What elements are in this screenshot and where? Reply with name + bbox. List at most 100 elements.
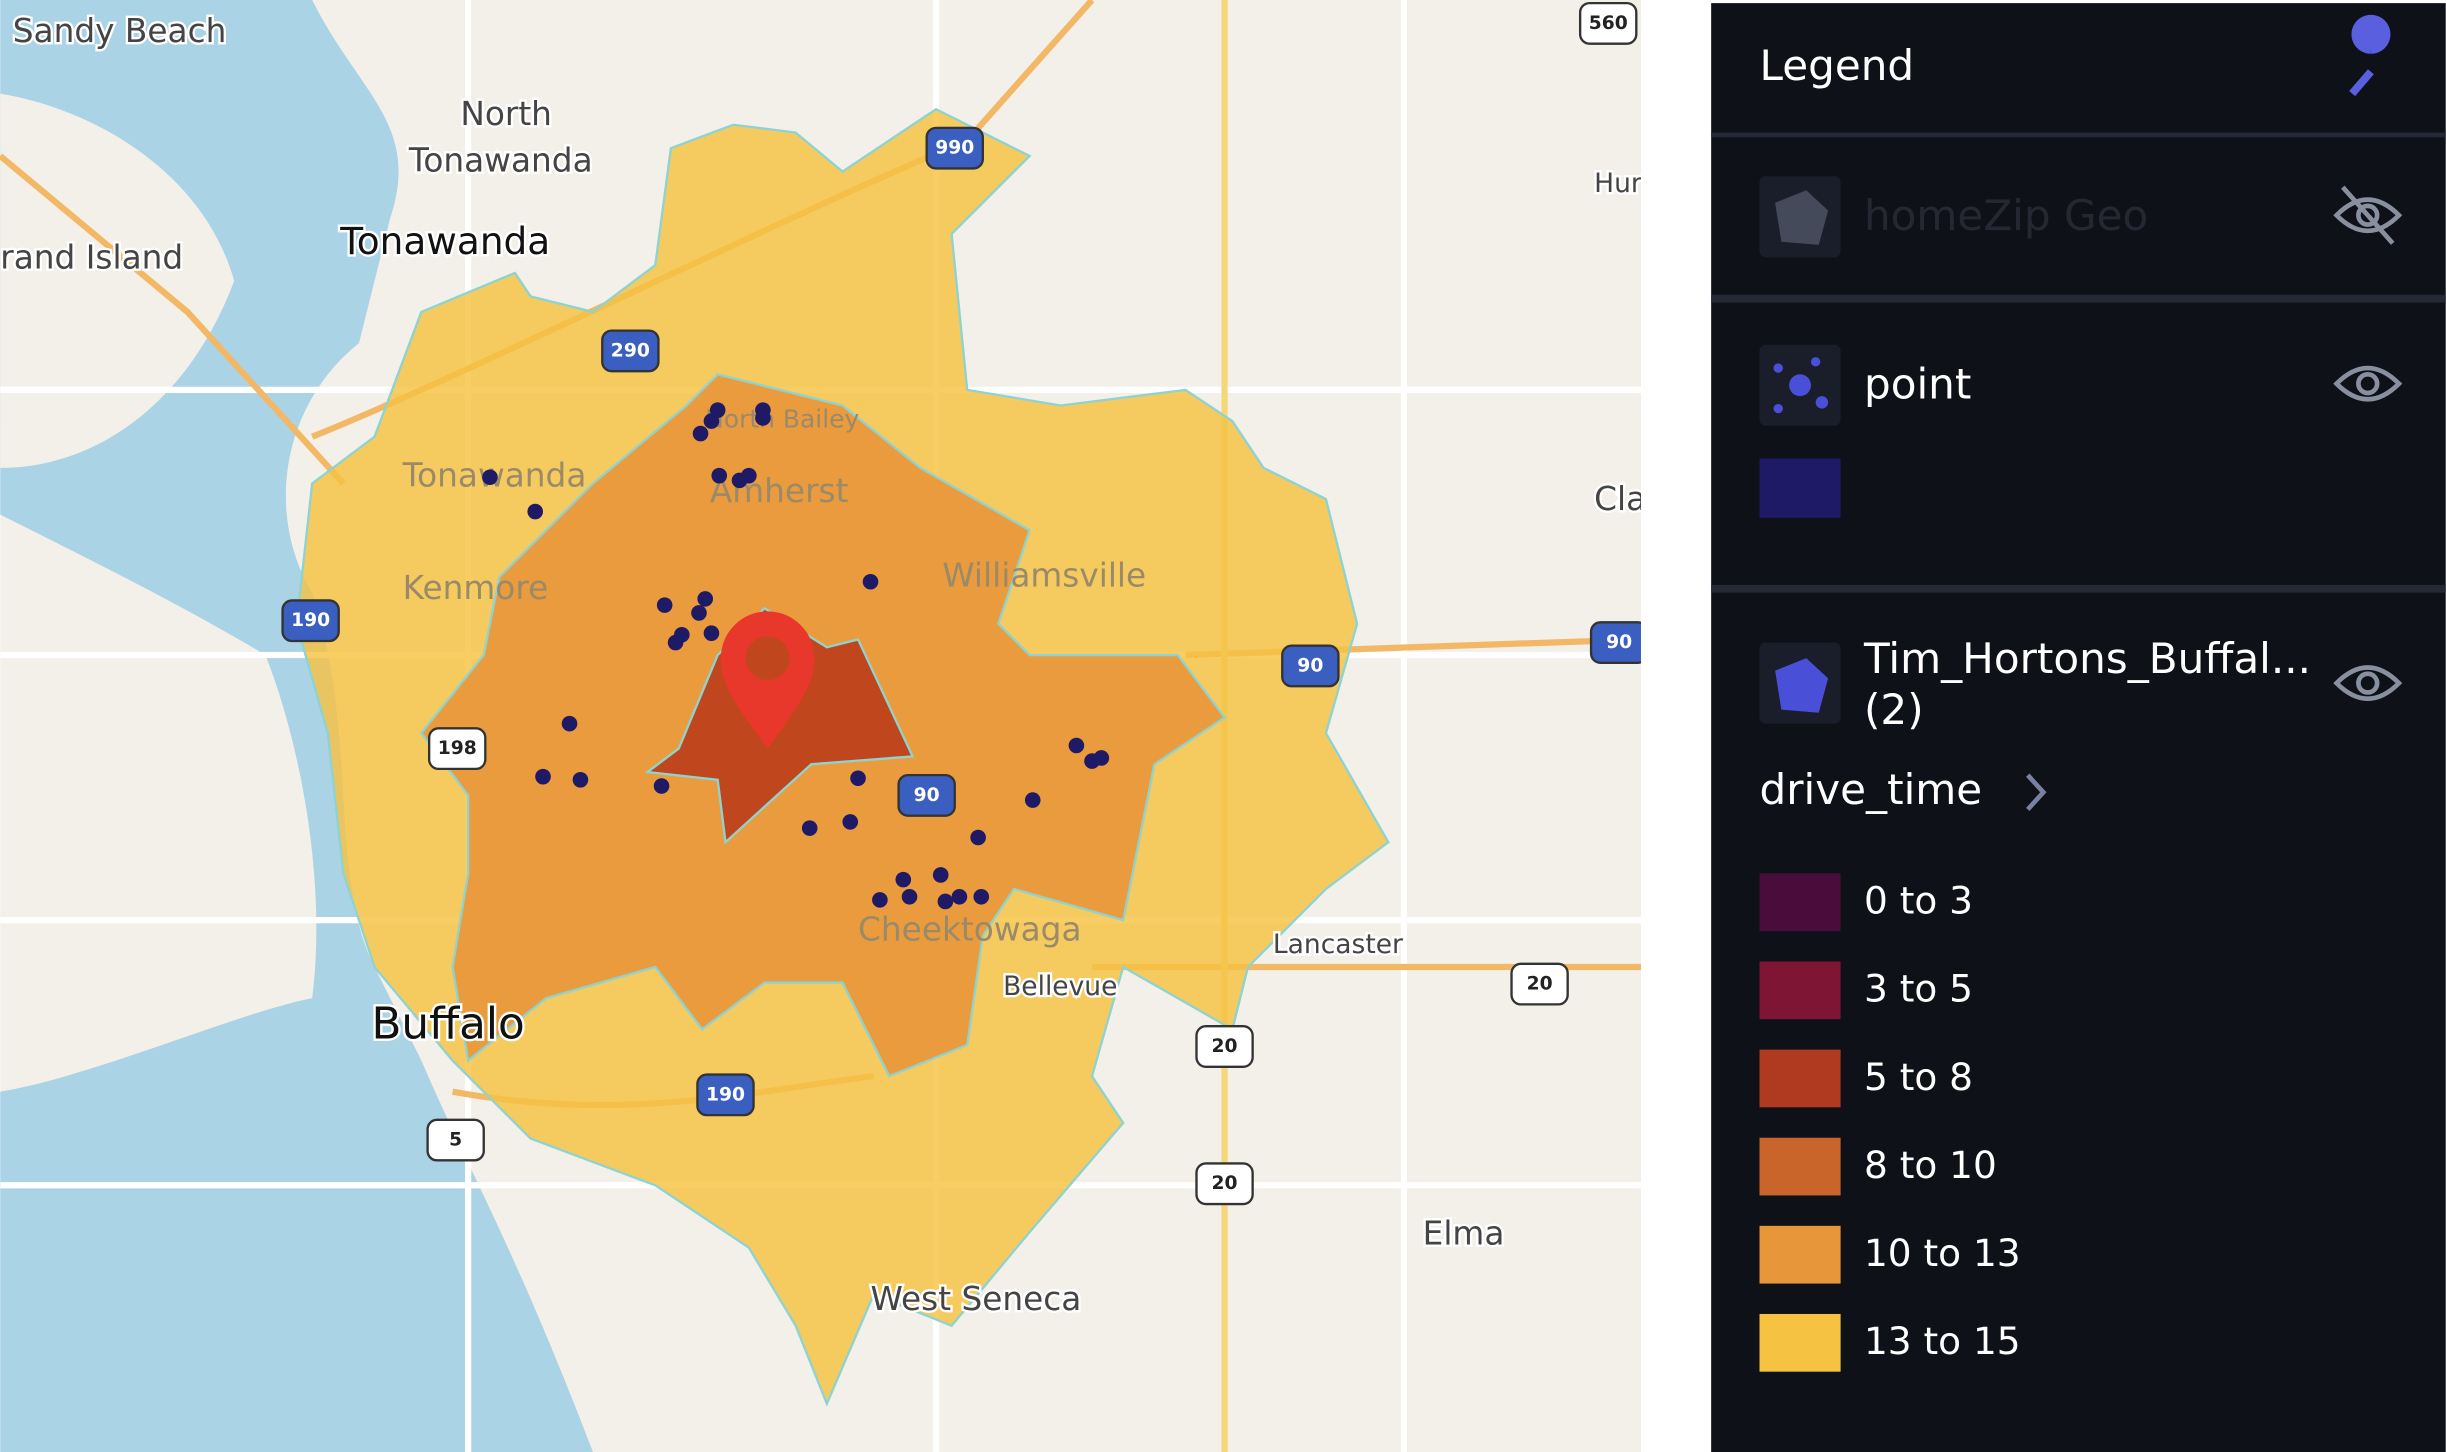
- point-marker: [932, 867, 949, 883]
- shield: [696, 1073, 755, 1117]
- point-marker: [850, 770, 866, 787]
- layer-count: (2): [1864, 685, 1924, 734]
- hidden-eye-toggle[interactable]: [2333, 185, 2403, 245]
- class-swatch: [1759, 1137, 1841, 1196]
- layer-name: Tim_Hortons_Buffal...: [1863, 634, 2311, 683]
- point-marker: [1024, 792, 1041, 808]
- place-label: Buffalo: [371, 999, 524, 1050]
- place-label: Amherst: [710, 472, 849, 510]
- point-marker: [535, 768, 551, 785]
- point-marker: [711, 467, 728, 484]
- point-marker: [970, 829, 986, 846]
- pin-button[interactable]: [2349, 14, 2391, 97]
- place-label: rand Island: [0, 238, 183, 276]
- shield: [601, 329, 660, 373]
- shield-label: 290: [611, 340, 650, 361]
- legend-panel: Legend homeZip Geo point Tim_Hortons_Buf…: [1711, 3, 2446, 1452]
- point-icon: [1773, 357, 1829, 414]
- shield-label: 90: [1297, 655, 1323, 676]
- point-marker: [691, 605, 707, 621]
- divider: [1711, 584, 2446, 593]
- point-marker: [1093, 750, 1110, 766]
- class-swatch: [1759, 873, 1841, 932]
- eye-toggle[interactable]: [2333, 665, 2403, 701]
- shield: [1281, 644, 1340, 688]
- shield-label: 20: [1527, 974, 1553, 995]
- point-marker: [709, 402, 726, 418]
- class-label: 0 to 3: [1864, 879, 1973, 923]
- shield-label: 5: [449, 1130, 462, 1151]
- divider: [1711, 294, 2446, 303]
- place-label: North Bailey: [705, 404, 859, 433]
- gap: [1640, 0, 1712, 1452]
- point-marker: [937, 893, 954, 910]
- shield: [1578, 1, 1638, 45]
- location-pin: [720, 611, 815, 749]
- layer-name: homeZip Geo: [1864, 191, 2148, 240]
- shield: [1195, 1025, 1254, 1068]
- point-marker: [872, 892, 888, 908]
- point-marker: [527, 503, 544, 520]
- place-label: Cla: [1594, 480, 1646, 518]
- expand-chevron[interactable]: [2026, 773, 2047, 812]
- shield: [427, 727, 487, 771]
- place-label: Lancaster: [1273, 929, 1403, 960]
- class-label: 3 to 5: [1864, 967, 1973, 1011]
- layer-name: point: [1864, 359, 1971, 408]
- isochrones: [295, 107, 1390, 1407]
- field-name[interactable]: drive_time: [1760, 765, 1983, 814]
- shield-label: 990: [935, 138, 974, 159]
- island: [0, 93, 235, 468]
- point-marker: [755, 410, 771, 426]
- class-label: 13 to 15: [1864, 1319, 2021, 1363]
- legend-title: Legend: [1760, 41, 1915, 90]
- points: [482, 402, 1110, 910]
- shield: [426, 1118, 485, 1162]
- class-label: 5 to 8: [1864, 1055, 1973, 1099]
- shield-label: 198: [438, 738, 477, 759]
- point-marker: [656, 597, 673, 613]
- point-swatch: [1759, 458, 1841, 518]
- place-label: Sandy Beach: [13, 12, 227, 50]
- shield-label: 90: [914, 785, 940, 806]
- place-label: Cheektowaga: [858, 910, 1081, 948]
- place-label: North: [460, 95, 552, 133]
- shield-label: 560: [1589, 13, 1628, 34]
- road-shields: 560 990 290 190 198 90 90 90 190 5 20 20 20: [281, 1, 1649, 1206]
- place-label: West Seneca: [871, 1280, 1082, 1318]
- shield: [897, 773, 956, 817]
- point-marker: [653, 778, 670, 794]
- point-marker: [572, 772, 589, 788]
- class-label: 8 to 10: [1864, 1143, 1997, 1187]
- class-swatch: [1759, 1049, 1841, 1108]
- class-swatch: [1759, 1313, 1841, 1372]
- shield-label: 20: [1212, 1036, 1238, 1057]
- shield-label: 190: [706, 1084, 745, 1105]
- place-label: Hur: [1594, 168, 1642, 199]
- point-marker: [842, 814, 859, 830]
- place-label: Elma: [1423, 1215, 1505, 1253]
- place-label: Tonawanda: [339, 219, 550, 263]
- shield: [1510, 962, 1569, 1006]
- place-label: Kenmore: [403, 569, 549, 607]
- shield: [1195, 1162, 1254, 1206]
- polygon-icon: [1775, 658, 1829, 713]
- place-label: Williamsville: [942, 556, 1146, 594]
- point-marker: [692, 425, 709, 442]
- class-swatch: [1759, 961, 1841, 1020]
- eye-toggle[interactable]: [2333, 365, 2403, 402]
- place-label: Tonawanda: [408, 142, 593, 180]
- point-marker: [801, 820, 818, 836]
- shield-label: 190: [291, 610, 330, 631]
- shield: [281, 599, 340, 643]
- point-marker: [561, 715, 578, 732]
- point-marker: [901, 888, 918, 905]
- class-list: 0 to 3 3 to 5 5 to 8 8 to 10 10 to 13 13 to 1…: [1759, 873, 2021, 1372]
- point-marker: [951, 888, 968, 905]
- point-marker: [667, 634, 684, 651]
- divider: [1711, 132, 2446, 138]
- class-label: 10 to 13: [1864, 1231, 2021, 1275]
- point-marker: [862, 573, 879, 590]
